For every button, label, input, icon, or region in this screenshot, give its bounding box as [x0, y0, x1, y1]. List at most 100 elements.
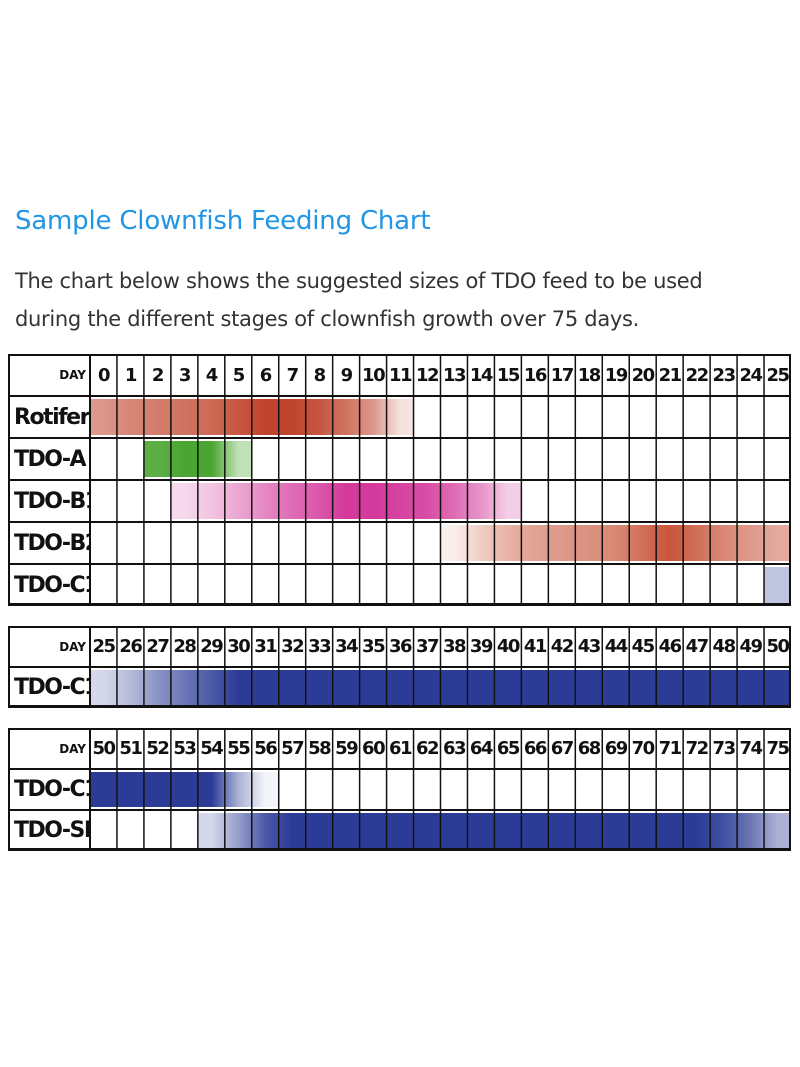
- row-label: TDO-SM: [14, 818, 90, 843]
- day-number: 70: [631, 738, 656, 759]
- feeding-band: [764, 567, 791, 603]
- row-label: TDO-A: [14, 446, 87, 472]
- day-number: 33: [308, 636, 332, 657]
- page-title: Sample Clownfish Feeding Chart: [15, 206, 431, 236]
- row-label: TDO-C1: [14, 572, 90, 598]
- day-number: 27: [146, 636, 170, 657]
- day-number: 62: [415, 738, 440, 759]
- day-number: 9: [340, 364, 354, 386]
- day-number: 68: [577, 738, 602, 759]
- day-number: 69: [604, 738, 629, 759]
- day-number: 41: [523, 636, 548, 657]
- day-number: 10: [362, 364, 386, 386]
- day-number: 16: [523, 364, 548, 386]
- day-number: 50: [766, 636, 790, 657]
- day-label: DAY: [59, 741, 86, 756]
- day-number: 73: [712, 738, 737, 759]
- day-number: 8: [313, 364, 327, 386]
- description-line-1: The chart below shows the suggested size…: [15, 269, 703, 293]
- day-number: 72: [685, 738, 710, 759]
- row-tdo-b2: TDO-B2: [8, 522, 791, 564]
- day-number: 39: [469, 636, 494, 657]
- day-number: 42: [550, 636, 575, 657]
- day-label: DAY: [59, 639, 86, 654]
- day-number: 31: [254, 636, 278, 657]
- day-number: 17: [550, 364, 575, 386]
- day-number: 24: [739, 364, 764, 386]
- day-number: 61: [389, 738, 413, 759]
- day-number: 63: [442, 738, 467, 759]
- feeding-table-days-0-25: DAY 0 1 2 3 4 5 6 7 8 9 10 11 12 13 14 15 16 17 18 19 20 21 22 2…: [8, 354, 791, 606]
- grid-lines: [8, 728, 791, 851]
- day-number: 71: [658, 738, 683, 759]
- day-number: 28: [173, 636, 197, 657]
- feeding-band: [440, 525, 791, 561]
- header-row: DAY 0 1 2 3 4 5 6 7 8 9 10 11 12 13 14 15 16 17 18 19 20 21 22 2…: [8, 354, 791, 396]
- day-number: 64: [469, 738, 494, 759]
- feeding-band: [170, 483, 522, 519]
- day-number: 32: [281, 636, 305, 657]
- day-number: 6: [259, 364, 273, 386]
- day-number: 48: [712, 636, 737, 657]
- page-description: The chart below shows the suggested size…: [15, 262, 795, 338]
- day-number: 12: [415, 364, 440, 386]
- row-tdo-c1: TDO-C1: [8, 769, 791, 810]
- day-number: 40: [496, 636, 521, 657]
- day-number: 15: [496, 364, 521, 386]
- row-tdo-b1: TDO-B1: [8, 480, 791, 522]
- row-label: TDO-B1: [14, 488, 90, 514]
- day-number: 75: [766, 738, 790, 759]
- day-number: 59: [335, 738, 359, 759]
- day-number: 36: [389, 636, 413, 657]
- day-number: 23: [712, 364, 737, 386]
- day-number: 1: [124, 364, 138, 386]
- row-label: Rotifers: [14, 404, 90, 430]
- day-number: 30: [227, 636, 251, 657]
- day-number: 13: [442, 364, 467, 386]
- day-number: 53: [173, 738, 197, 759]
- day-number: 49: [739, 636, 764, 657]
- day-number: 37: [415, 636, 440, 657]
- day-number: 29: [200, 636, 224, 657]
- day-number: 58: [308, 738, 332, 759]
- day-number: 26: [119, 636, 143, 657]
- day-number: 60: [362, 738, 386, 759]
- day-number: 25: [766, 364, 790, 386]
- day-number: 67: [550, 738, 575, 759]
- day-number: 2: [151, 364, 165, 386]
- day-number: 50: [92, 738, 116, 759]
- day-number: 5: [232, 364, 246, 386]
- day-number: 38: [442, 636, 467, 657]
- row-label: TDO-C1: [14, 777, 90, 802]
- day-number: 22: [685, 364, 710, 386]
- grid-lines: [8, 626, 791, 708]
- day-number: 51: [119, 738, 143, 759]
- day-number: 65: [496, 738, 521, 759]
- row-tdo-c1: TDO-C1: [8, 564, 791, 606]
- feeding-band: [90, 772, 279, 807]
- day-number: 25: [92, 636, 116, 657]
- day-number: 44: [604, 636, 629, 657]
- day-number: 35: [362, 636, 386, 657]
- feeding-table-days-50-75: DAY 50 51 52 53 54 55 56 57 58 59 60 61 62 63 64 65 66 67 6…: [8, 728, 791, 851]
- day-number: 34: [335, 636, 359, 657]
- day-number: 0: [97, 364, 111, 386]
- day-number: 74: [739, 738, 764, 759]
- day-number: 11: [389, 364, 413, 386]
- day-number: 54: [200, 738, 224, 759]
- day-number: 3: [178, 364, 192, 386]
- day-number: 21: [658, 364, 683, 386]
- day-label: DAY: [59, 368, 86, 382]
- row-label: TDO-C1: [14, 675, 90, 700]
- row-label: TDO-B2: [14, 530, 90, 556]
- description-line-2: during the different stages of clownfish…: [15, 307, 640, 331]
- day-number: 56: [254, 738, 278, 759]
- header-row: DAY 25 26 27 28 29 30 31 32 33 34 35 36 37 38 39 40 41 42 4…: [8, 626, 791, 667]
- day-number: 20: [631, 364, 656, 386]
- day-number: 7: [286, 364, 300, 386]
- day-number: 47: [685, 636, 710, 657]
- day-number: 19: [604, 364, 629, 386]
- day-number: 57: [281, 738, 305, 759]
- day-number: 18: [577, 364, 602, 386]
- day-number: 66: [523, 738, 548, 759]
